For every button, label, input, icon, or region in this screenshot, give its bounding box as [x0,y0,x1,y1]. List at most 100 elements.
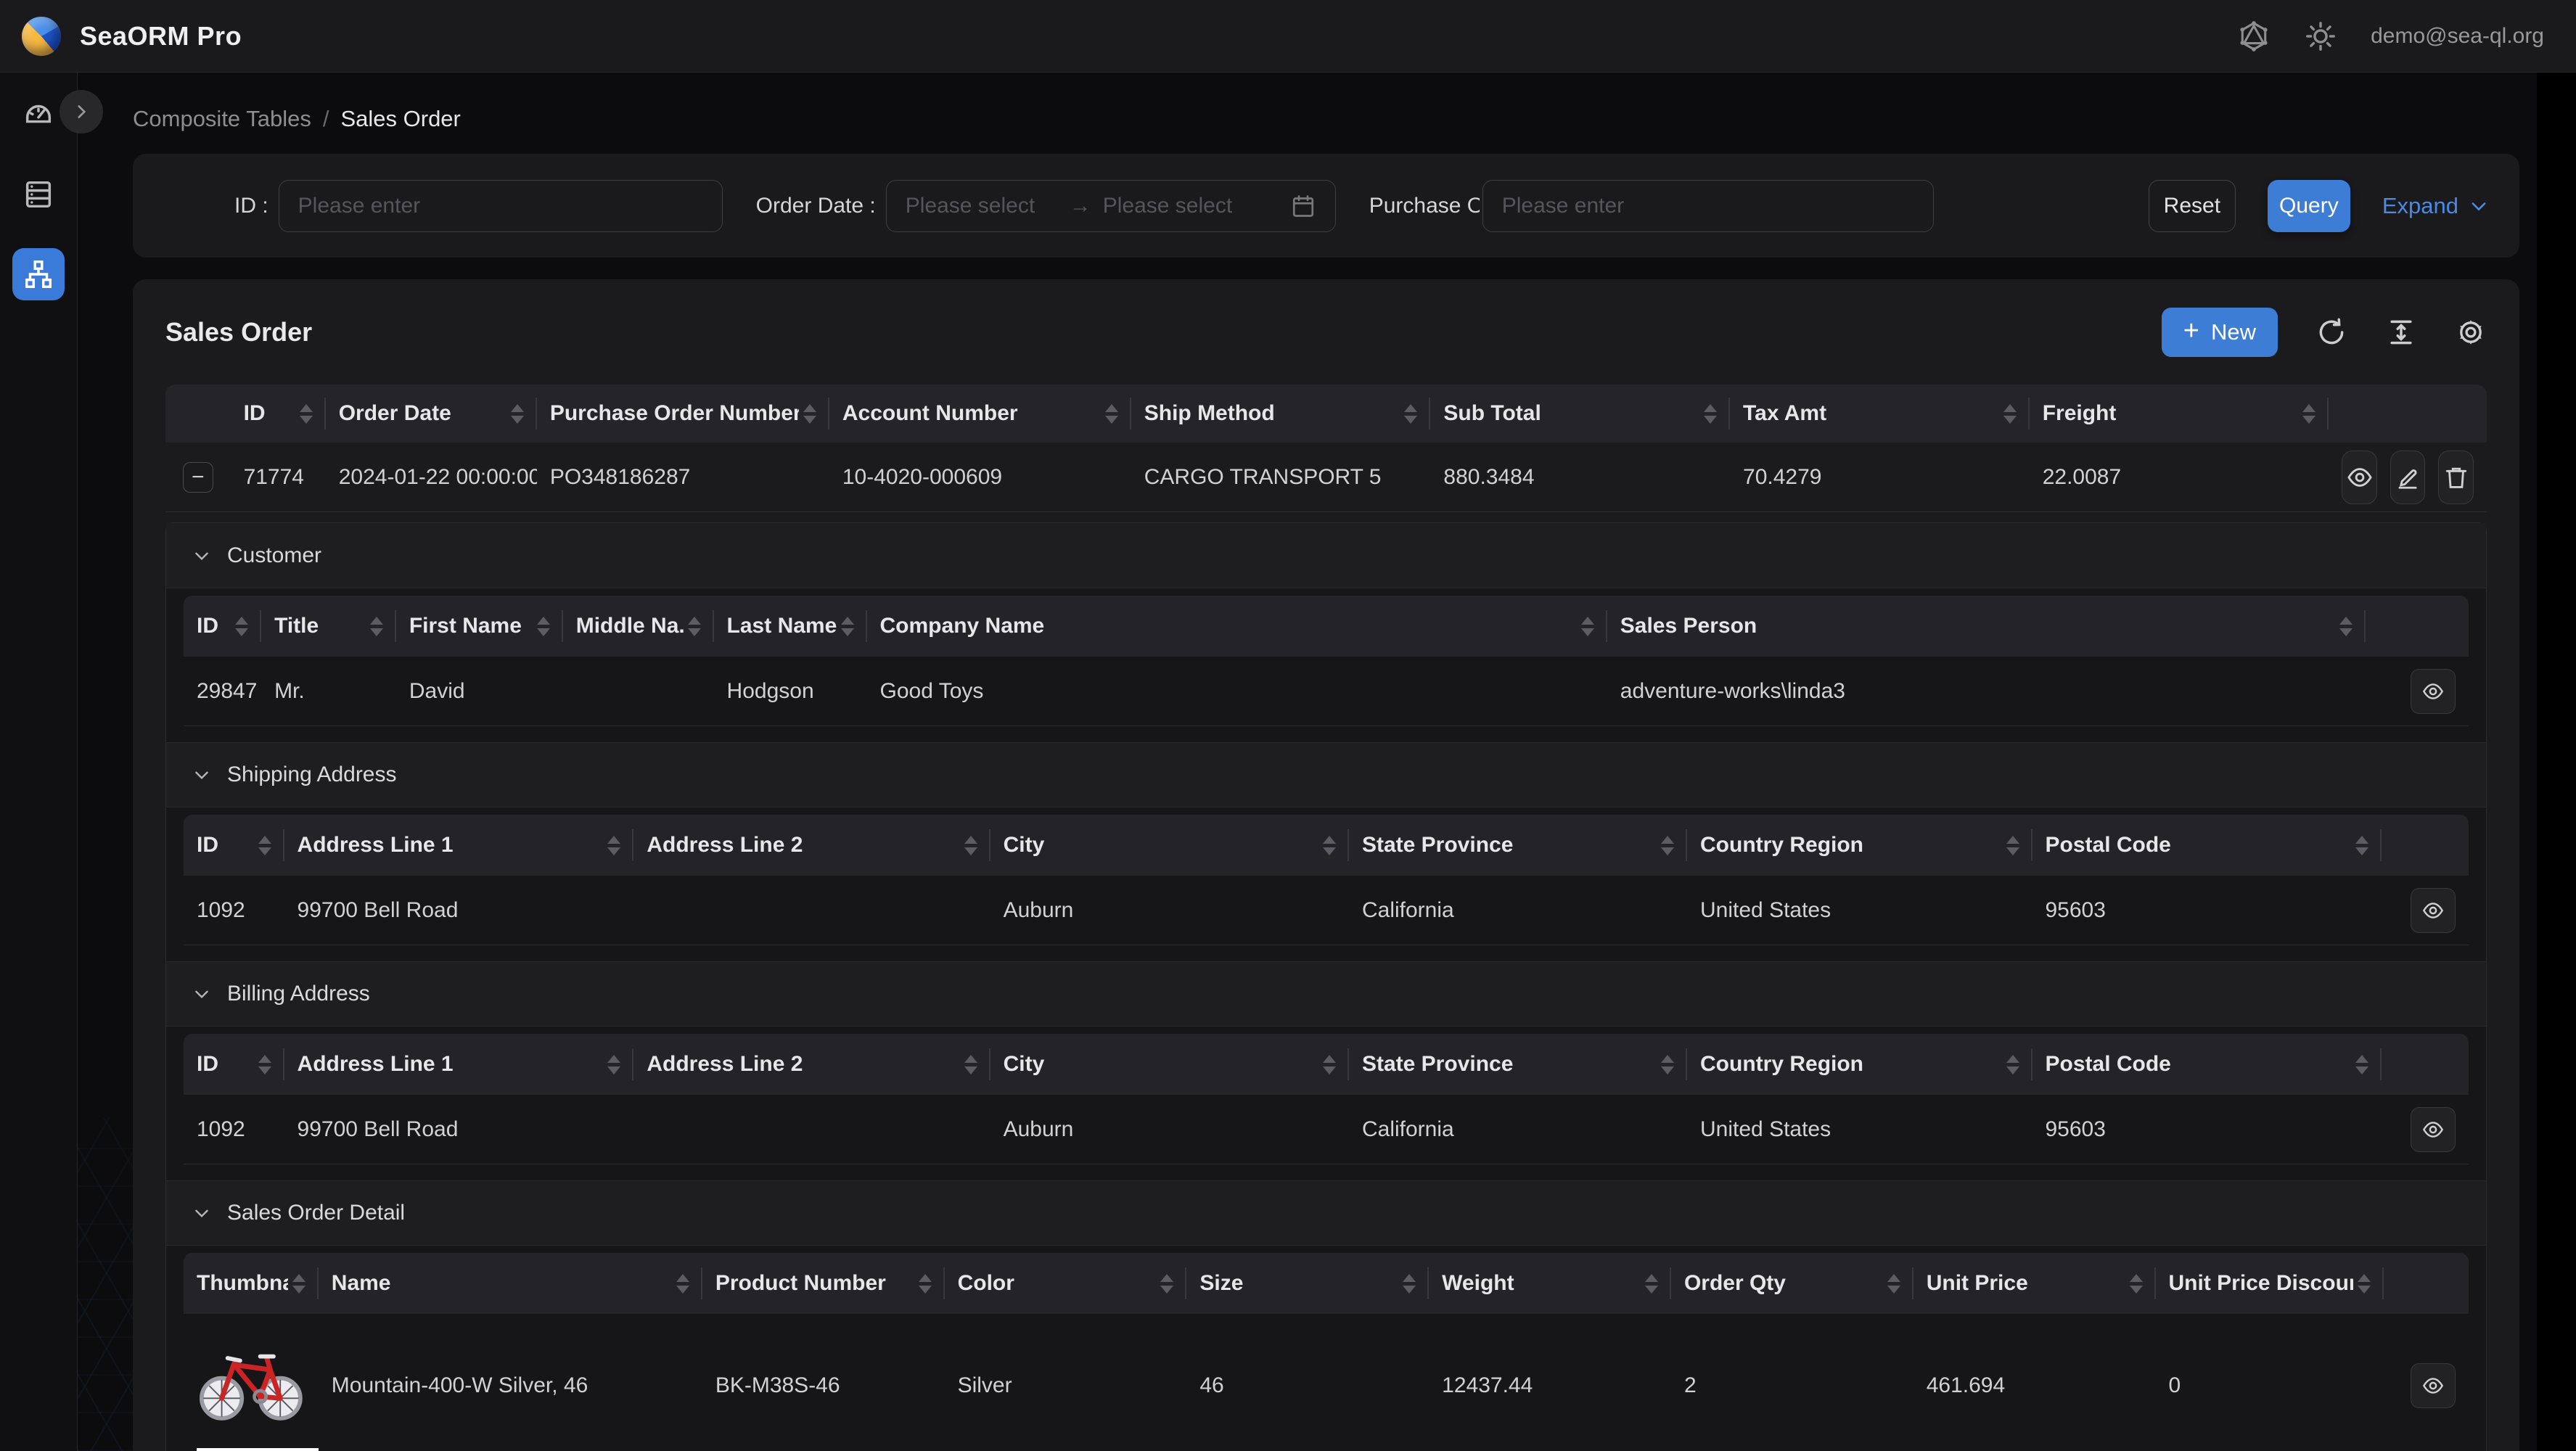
sort-icon[interactable] [964,835,977,855]
column-header-account-number[interactable]: Account Number [829,385,1131,443]
sort-icon[interactable] [1704,403,1718,424]
reset-button[interactable]: Reset [2148,179,2236,232]
breadcrumb-parent[interactable]: Composite Tables [133,106,311,131]
shipping-col-state-province[interactable]: State Province [1349,815,1688,876]
row-height-icon[interactable] [2385,316,2417,348]
sort-icon[interactable] [2302,403,2316,424]
billing-address-row[interactable]: 1092 99700 Bell Road Auburn California U… [184,1095,2469,1164]
detail-col-product-number[interactable]: Product Number [702,1253,945,1314]
detail-col-order-qty[interactable]: Order Qty [1671,1253,1913,1314]
product-thumbnail-red-mountain-bike[interactable] [184,1339,319,1432]
billing-col-state-province[interactable]: State Province [1349,1034,1688,1095]
sort-icon[interactable] [1404,403,1418,424]
customer-col-id[interactable]: ID [184,596,262,657]
edit-button[interactable] [2390,450,2426,504]
user-email[interactable]: demo@sea-ql.org [2371,23,2544,48]
detail-col-unit-price-discount[interactable]: Unit Price Discount [2156,1253,2384,1314]
sort-icon[interactable] [1322,835,1336,855]
sort-icon[interactable] [2006,1054,2019,1074]
new-button[interactable]: + New [2161,307,2278,357]
sort-icon[interactable] [1322,1054,1336,1074]
sort-icon[interactable] [1104,403,1118,424]
view-button[interactable] [2410,1106,2456,1152]
shipping-col-id[interactable]: ID [184,815,284,876]
sidebar-item-dashboard[interactable] [12,89,65,141]
collapse-row-button[interactable]: − [182,461,213,493]
billing-col-id[interactable]: ID [184,1034,284,1095]
detail-col-color[interactable]: Color [945,1253,1187,1314]
detail-col-thumbnail[interactable]: Thumbnail [184,1253,319,1314]
sort-icon[interactable] [299,403,313,424]
customer-row[interactable]: 29847 Mr. David Hodgson Good Toys advent… [184,657,2469,726]
sort-icon[interactable] [2358,1273,2371,1294]
filter-order-date-range-input[interactable]: Please select → Please select [885,179,1336,232]
detail-row-mountain-bike[interactable]: Mountain-400-W Silver, 46 BK-M38S-46 Sil… [184,1314,2469,1451]
sort-icon[interactable] [1580,616,1594,636]
view-button[interactable] [2410,1362,2456,1408]
filter-purchase-order-input[interactable]: Please enter [1482,179,1934,232]
sort-icon[interactable] [918,1273,932,1294]
sidebar-item-composite-tables[interactable] [12,248,65,300]
shipping-address-row[interactable]: 1092 99700 Bell Road Auburn California U… [184,876,2469,945]
settings-gear-icon[interactable] [2455,316,2487,348]
sort-icon[interactable] [607,835,621,855]
sort-icon[interactable] [235,616,249,636]
query-button[interactable]: Query [2267,179,2350,232]
view-button[interactable] [2342,450,2377,504]
shipping-col-address-line-1[interactable]: Address Line 1 [284,815,634,876]
shipping-col-postal-code[interactable]: Postal Code [2033,815,2382,876]
shipping-col-address-line-2[interactable]: Address Line 2 [633,815,990,876]
theme-sun-icon[interactable] [2304,20,2337,53]
detail-col-weight[interactable]: Weight [1429,1253,1671,1314]
sort-icon[interactable] [292,1273,305,1294]
sidebar-item-raw-tables[interactable] [12,168,65,221]
column-header-id[interactable]: ID [231,385,326,443]
sort-icon[interactable] [258,835,271,855]
sort-icon[interactable] [2006,835,2019,855]
customer-col-first-name[interactable]: First Name [396,596,563,657]
sort-icon[interactable] [1160,1273,1174,1294]
sort-icon[interactable] [536,616,550,636]
sort-icon[interactable] [1661,835,1675,855]
product-thumbnail-blue-jersey[interactable] [184,1448,319,1451]
sort-icon[interactable] [2355,1054,2369,1074]
detail-col-size[interactable]: Size [1186,1253,1429,1314]
shipping-col-country-region[interactable]: Country Region [1687,815,2033,876]
customer-col-title[interactable]: Title [261,596,396,657]
customer-section-header[interactable]: Customer [166,523,2486,588]
sort-icon[interactable] [803,403,816,424]
column-header-freight[interactable]: Freight [2030,385,2329,443]
filter-id-input[interactable]: Please enter [278,179,723,232]
sort-icon[interactable] [2355,835,2369,855]
column-header-sub-total[interactable]: Sub Total [1430,385,1731,443]
sort-icon[interactable] [840,616,854,636]
sort-icon[interactable] [2339,616,2353,636]
expand-toggle[interactable]: Expand [2382,193,2489,219]
column-header-order-date[interactable]: Order Date [326,385,537,443]
view-button[interactable] [2410,668,2456,714]
detail-col-unit-price[interactable]: Unit Price [1913,1253,2156,1314]
customer-col-middle-name[interactable]: Middle Na... [563,596,714,657]
customer-col-last-name[interactable]: Last Name [714,596,867,657]
sort-icon[interactable] [676,1273,689,1294]
graphql-icon[interactable] [2237,20,2271,53]
sort-icon[interactable] [2003,403,2017,424]
billing-col-postal-code[interactable]: Postal Code [2033,1034,2382,1095]
sort-icon[interactable] [2129,1273,2143,1294]
billing-col-city[interactable]: City [990,1034,1349,1095]
sort-icon[interactable] [1403,1273,1416,1294]
delete-button[interactable] [2438,450,2474,504]
column-header-tax-amt[interactable]: Tax Amt [1730,385,2030,443]
column-header-purchase-order-number[interactable]: Purchase Order Number [537,385,829,443]
sales-order-detail-section-header[interactable]: Sales Order Detail [166,1180,2486,1246]
view-button[interactable] [2410,887,2456,933]
sort-icon[interactable] [687,616,701,636]
sort-icon[interactable] [1661,1054,1675,1074]
customer-col-sales-person[interactable]: Sales Person [1607,596,2366,657]
sales-order-row[interactable]: − 71774 2024-01-22 00:00:00 PO348186287 … [165,443,2487,512]
sidebar-collapse-button[interactable] [60,90,103,133]
billing-col-address-line-1[interactable]: Address Line 1 [284,1034,634,1095]
sort-icon[interactable] [369,616,383,636]
billing-address-section-header[interactable]: Billing Address [166,961,2486,1027]
sort-icon[interactable] [510,403,524,424]
